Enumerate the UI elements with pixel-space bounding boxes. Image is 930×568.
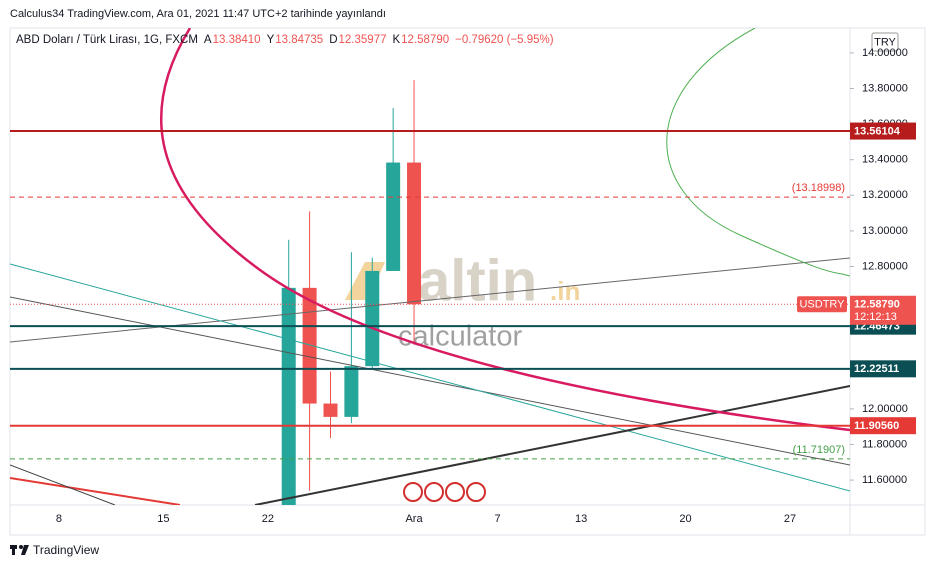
chart-frame bbox=[9, 27, 926, 536]
y-tick-label: 11.60000 bbox=[862, 474, 907, 486]
trend-line bbox=[10, 296, 850, 466]
countdown: 12:12:13 bbox=[854, 311, 897, 323]
ohlc-label: ABD Doları / Türk Lirası, 1G, FXCM bbox=[16, 34, 198, 46]
price-level-box bbox=[850, 122, 916, 140]
y-tick-label: 13.00000 bbox=[862, 225, 908, 237]
y-tick-label: 13.40000 bbox=[862, 154, 908, 166]
x-tick-label: 15 bbox=[157, 513, 169, 525]
price-level-label: 12.22511 bbox=[854, 363, 899, 375]
ohlc-label: D bbox=[329, 34, 338, 46]
x-tick-label: 8 bbox=[56, 513, 62, 525]
ohlc-label: Y bbox=[266, 34, 275, 46]
arc-drawing bbox=[666, 28, 850, 277]
footer-brand: TradingView bbox=[33, 543, 99, 557]
x-tick-label: Ara bbox=[405, 513, 423, 525]
plot: altin .in calculator bbox=[10, 28, 850, 505]
x-tick-label: 7 bbox=[495, 513, 501, 525]
symbol-box bbox=[797, 296, 847, 313]
watermark: altin .in calculator bbox=[345, 248, 580, 353]
price-level-label: (13.18998) bbox=[792, 182, 845, 194]
ohlc-value: 12.35977 bbox=[338, 34, 387, 46]
trend-line bbox=[10, 477, 181, 505]
price-level-box bbox=[850, 360, 916, 378]
candle-body bbox=[281, 287, 296, 505]
ohlc-value: 12.58790 bbox=[401, 34, 450, 46]
event-icon[interactable] bbox=[445, 482, 465, 502]
y-tick-label: 13.20000 bbox=[862, 189, 908, 201]
watermark-domain: .in bbox=[550, 276, 580, 306]
ohlc-value: −0.79620 (−5.95%) bbox=[455, 34, 554, 46]
symbol-label: USDTRY bbox=[799, 299, 845, 311]
y-tick-label: 11.80000 bbox=[862, 438, 907, 450]
x-tick-label: 27 bbox=[784, 513, 796, 525]
candle-body bbox=[302, 287, 317, 404]
ohlc-value: 13.38410 bbox=[212, 34, 261, 46]
price-level-label: 11.90560 bbox=[854, 420, 899, 432]
ohlc-label: K bbox=[392, 34, 401, 46]
x-tick-label: 20 bbox=[679, 513, 691, 525]
ohlc-value: 13.84735 bbox=[275, 34, 324, 46]
last-price-box bbox=[850, 295, 916, 325]
watermark-brand: altin bbox=[418, 248, 537, 313]
price-level-label: (11.71907) bbox=[793, 444, 845, 456]
candles bbox=[281, 80, 422, 505]
y-tick-label: 13.80000 bbox=[862, 82, 908, 94]
footer-logo bbox=[10, 545, 29, 555]
trend-line bbox=[10, 263, 850, 492]
candle-body bbox=[407, 162, 422, 305]
x-tick-label: 13 bbox=[575, 513, 587, 525]
trend-line bbox=[10, 464, 116, 505]
candle-body bbox=[365, 270, 380, 367]
candle-body bbox=[344, 366, 359, 417]
x-tick-label: 22 bbox=[262, 513, 274, 525]
ohlc-header: ABD Doları / Türk Lirası, 1G, FXCM A13.38… bbox=[16, 34, 554, 46]
candle-body bbox=[323, 403, 338, 417]
trend-line bbox=[10, 257, 850, 343]
y-tick-label: 14.00000 bbox=[862, 47, 908, 59]
event-icon[interactable] bbox=[403, 482, 423, 502]
y-tick-label: 12.80000 bbox=[862, 260, 908, 272]
candle-body bbox=[386, 162, 401, 271]
event-icon[interactable] bbox=[466, 482, 486, 502]
trend-line bbox=[254, 385, 850, 505]
event-flags bbox=[403, 482, 486, 502]
ohlc-label: A bbox=[203, 34, 212, 46]
drawings bbox=[10, 28, 850, 505]
currency: TRY bbox=[874, 36, 896, 48]
price-level-box bbox=[850, 417, 916, 435]
price-level-label: 13.56104 bbox=[854, 125, 901, 137]
event-icon[interactable] bbox=[424, 482, 444, 502]
arc-drawing bbox=[159, 28, 850, 432]
caption: Calculus34 TradingView.com, Ara 01, 2021… bbox=[10, 8, 386, 20]
currency-box bbox=[871, 32, 899, 52]
last-price-label: 12.58790 bbox=[854, 299, 900, 311]
y-tick-label: 12.00000 bbox=[862, 403, 908, 415]
